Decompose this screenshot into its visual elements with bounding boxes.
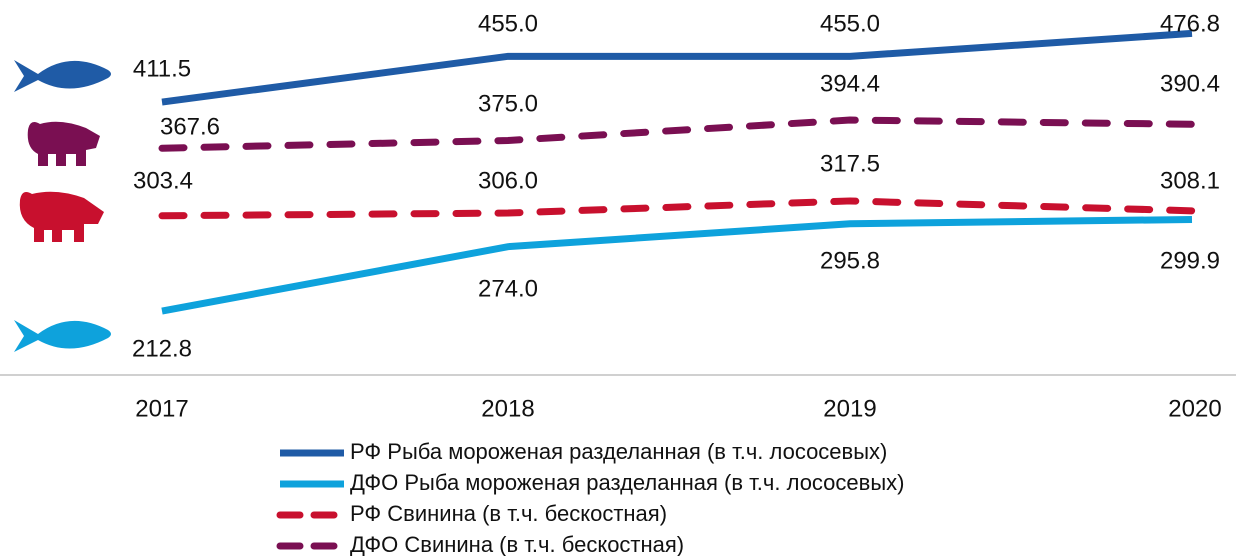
legend-label: ДФО Рыба мороженая разделанная (в т.ч. л…	[350, 470, 904, 495]
data-label: 411.5	[133, 55, 191, 82]
data-label: 455.0	[478, 10, 538, 37]
icon-pig	[19, 191, 104, 242]
series-line	[158, 197, 1196, 220]
x-tick-label: 2017	[135, 395, 188, 422]
series-line	[161, 29, 1193, 106]
data-label: 212.8	[132, 335, 192, 362]
data-label: 476.8	[1160, 10, 1220, 37]
x-tick-label: 2019	[823, 395, 876, 422]
icon-fish	[14, 320, 111, 352]
x-tick-label: 2018	[481, 395, 534, 422]
data-label: 375.0	[478, 90, 538, 117]
series-line	[161, 215, 1193, 315]
series-line	[158, 116, 1196, 152]
data-label: 303.4	[133, 167, 193, 194]
data-label: 317.5	[820, 150, 880, 177]
icon-fish	[14, 60, 111, 92]
legend-label: ДФО Свинина (в т.ч. бескостная)	[350, 532, 684, 556]
legend-label: РФ Свинина (в т.ч. бескостная)	[350, 501, 667, 526]
data-label: 390.4	[1160, 70, 1220, 97]
legend-label: РФ Рыба мороженая разделанная (в т.ч. ло…	[350, 439, 887, 464]
data-label: 295.8	[820, 247, 880, 274]
x-tick-label: 2020	[1168, 395, 1221, 422]
data-label: 394.4	[820, 70, 880, 97]
data-label: 367.6	[160, 113, 220, 140]
data-label: 308.1	[1160, 167, 1220, 194]
data-label: 455.0	[820, 10, 880, 37]
data-label: 299.9	[1160, 247, 1220, 274]
data-label: 306.0	[478, 167, 538, 194]
data-label: 274.0	[478, 275, 538, 302]
icon-pig	[27, 121, 100, 166]
